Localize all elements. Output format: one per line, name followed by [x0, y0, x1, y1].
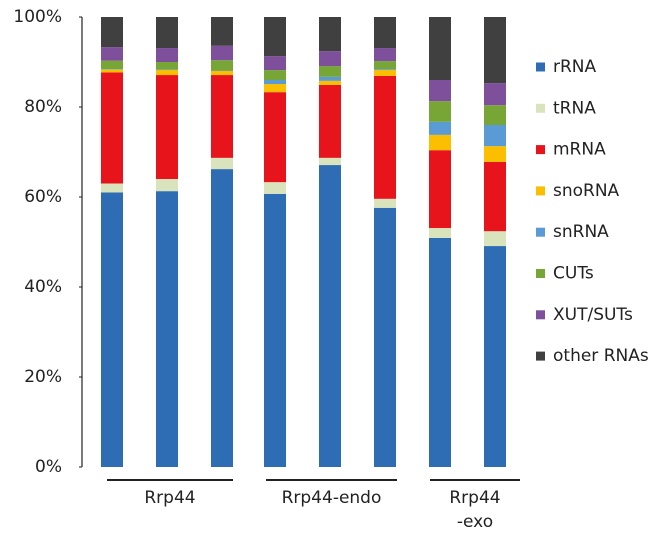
y-tick-label: 60% [24, 187, 62, 207]
bar-segment [101, 61, 123, 70]
bar-segment [156, 179, 178, 191]
bar-segment [374, 199, 396, 208]
bar-segment [374, 48, 396, 61]
bar-segment [484, 146, 506, 162]
bar-segment [156, 75, 178, 179]
bar-segment [319, 85, 341, 158]
bar-segment [374, 208, 396, 467]
bar-segment [484, 231, 506, 246]
bar-segment [264, 56, 286, 70]
legend-marker [536, 145, 545, 154]
bar-segment [101, 184, 123, 193]
y-tick-label: 80% [24, 97, 62, 117]
bar-segment [484, 17, 506, 83]
bar-segment [211, 60, 233, 70]
bar-segment [319, 158, 341, 165]
bar-segment [484, 246, 506, 467]
legend-marker [536, 186, 545, 195]
bar-segment [264, 80, 286, 84]
y-tick-label: 20% [24, 367, 62, 387]
bar-segment [319, 17, 341, 51]
legend-label: mRNA [553, 140, 606, 160]
bar-segment [319, 81, 341, 85]
legend-marker [536, 63, 545, 72]
bar-segment [484, 105, 506, 125]
legend-marker [536, 104, 545, 113]
bar-segment [101, 70, 123, 73]
bar-segment [156, 70, 178, 75]
bar-segment [429, 150, 451, 228]
bar-segment [264, 194, 286, 467]
legend-marker [536, 269, 545, 278]
bar-segment [211, 75, 233, 158]
bar-segment [211, 169, 233, 467]
bar-segment [319, 51, 341, 66]
bar-segment [319, 77, 341, 81]
bar-segment [264, 182, 286, 194]
legend-label: XUT/SUTs [553, 305, 633, 325]
legend-marker [536, 228, 545, 237]
bar-segment [429, 101, 451, 122]
legend-label: CUTs [553, 264, 594, 284]
bar-segment [264, 70, 286, 80]
legend-label: tRNA [553, 98, 596, 118]
bar-segment [156, 48, 178, 62]
bar-segment [211, 17, 233, 46]
legend-label: rRNA [553, 57, 597, 77]
bar-segment [156, 191, 178, 467]
group-label: Rrp44-endo [282, 488, 382, 508]
group-label: Rrp44 [144, 488, 195, 508]
bar-segment [429, 122, 451, 135]
bar-segment [429, 80, 451, 101]
bar-segment [429, 135, 451, 150]
bar-segment [156, 17, 178, 48]
group-label: -exo [457, 512, 493, 532]
bar-segment [374, 70, 396, 76]
y-tick-label: 0% [35, 457, 62, 477]
bar-segment [374, 76, 396, 199]
legend-marker [536, 310, 545, 319]
bar-segment [264, 92, 286, 182]
bar-segment [101, 72, 123, 183]
bar-segment [101, 193, 123, 468]
legend-label: snRNA [553, 222, 609, 242]
bar-segment [156, 62, 178, 70]
legend-marker [536, 352, 545, 361]
bar-segment [429, 228, 451, 238]
bar-segment [374, 17, 396, 48]
bar-segment [319, 165, 341, 467]
legend-label: snoRNA [553, 181, 620, 201]
bar-segment [101, 47, 123, 61]
bar-segment [211, 158, 233, 169]
bar-segment [484, 125, 506, 146]
bar-segment [264, 17, 286, 56]
bar-segment [429, 17, 451, 80]
bar-segment [101, 17, 123, 47]
bar-segment [429, 238, 451, 467]
bar-segment [319, 66, 341, 77]
y-tick-label: 40% [24, 277, 62, 297]
group-label: Rrp44 [449, 488, 500, 508]
bar-segment [374, 69, 396, 70]
bar-segment [211, 71, 233, 75]
y-tick-label: 100% [13, 7, 62, 27]
bar-segment [374, 61, 396, 69]
bar-segment [484, 162, 506, 231]
bar-segment [484, 83, 506, 105]
bar-segment [264, 84, 286, 92]
bar-segment [211, 46, 233, 60]
legend-label: other RNAs [553, 346, 649, 366]
